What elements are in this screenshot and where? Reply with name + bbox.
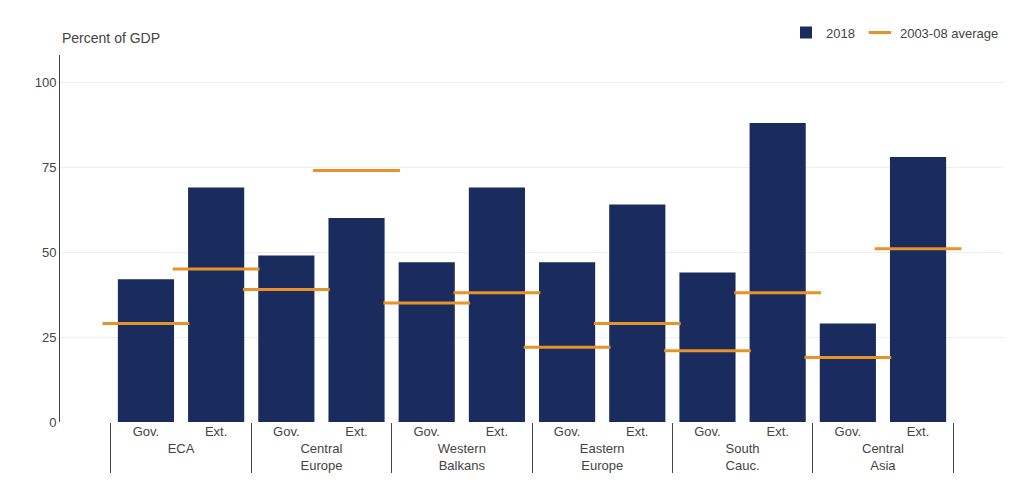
svg-text:CentralEurope: CentralEurope xyxy=(300,441,342,473)
svg-text:Percent of GDP: Percent of GDP xyxy=(62,30,160,46)
svg-text:CentralAsia: CentralAsia xyxy=(862,441,904,473)
svg-text:Ext.: Ext. xyxy=(766,424,788,439)
svg-text:Gov.: Gov. xyxy=(694,424,721,439)
svg-text:ECA: ECA xyxy=(168,441,195,456)
svg-text:WesternBalkans: WesternBalkans xyxy=(438,441,486,473)
svg-text:Ext.: Ext. xyxy=(345,424,367,439)
svg-text:Ext.: Ext. xyxy=(205,424,227,439)
svg-text:100: 100 xyxy=(35,75,57,90)
svg-text:2018: 2018 xyxy=(826,26,855,41)
svg-text:Gov.: Gov. xyxy=(835,424,862,439)
svg-text:75: 75 xyxy=(42,160,56,175)
svg-text:EasternEurope: EasternEurope xyxy=(580,441,625,473)
svg-text:Gov.: Gov. xyxy=(273,424,300,439)
svg-text:Ext.: Ext. xyxy=(486,424,508,439)
svg-text:SouthCauc.: SouthCauc. xyxy=(726,441,760,473)
svg-text:Ext.: Ext. xyxy=(626,424,648,439)
svg-text:Ext.: Ext. xyxy=(907,424,929,439)
svg-text:2003-08 average: 2003-08 average xyxy=(900,26,998,41)
svg-text:Gov.: Gov. xyxy=(413,424,440,439)
svg-text:Gov.: Gov. xyxy=(133,424,160,439)
svg-text:50: 50 xyxy=(42,245,56,260)
svg-text:Gov.: Gov. xyxy=(554,424,581,439)
svg-text:0: 0 xyxy=(49,415,56,430)
svg-text:25: 25 xyxy=(42,330,56,345)
